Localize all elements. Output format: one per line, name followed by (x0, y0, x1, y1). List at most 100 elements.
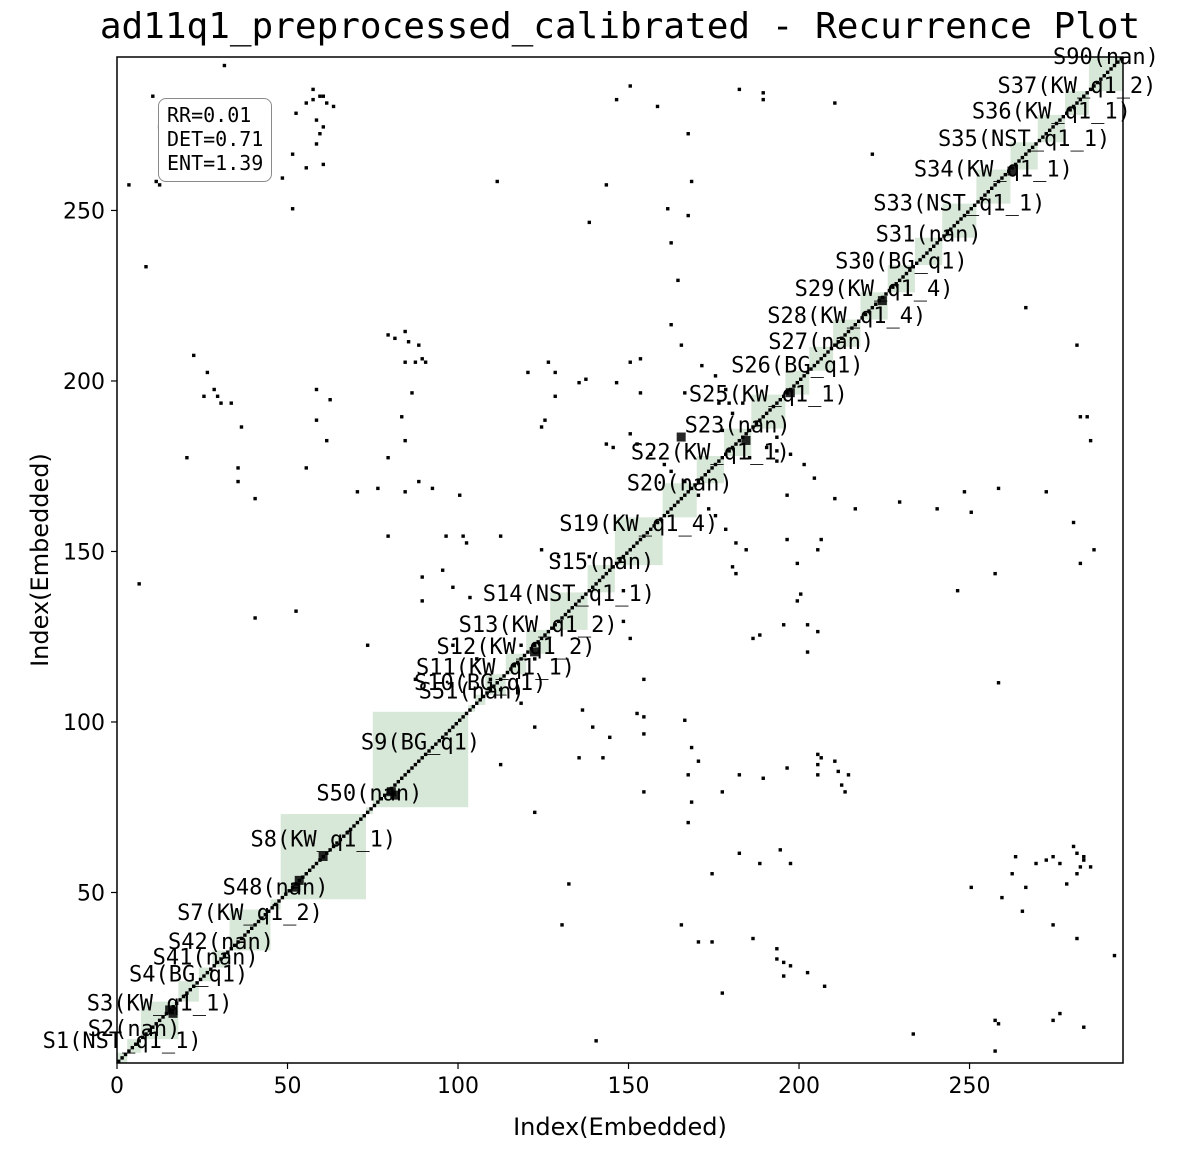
recurrence-block (168, 1008, 178, 1018)
recurrence-diagonal-point (560, 616, 564, 620)
recurrence-point (686, 132, 690, 136)
recurrence-point (993, 1049, 997, 1053)
recurrence-diagonal-point (556, 619, 561, 624)
recurrence-point (669, 322, 673, 327)
recurrence-point (584, 377, 588, 381)
recurrence-point (720, 428, 725, 433)
recurrence-point (621, 588, 626, 593)
recurrence-point (724, 527, 728, 532)
recurrence-diagonal-point (648, 527, 653, 532)
recurrence-diagonal-point (914, 261, 919, 266)
recurrence-point (331, 104, 336, 109)
recurrence-point (720, 790, 725, 794)
recurrence-diagonal-point (700, 476, 704, 480)
recurrence-point (601, 756, 605, 760)
recurrence-diagonal-point (260, 916, 264, 920)
recurrence-point (604, 183, 609, 187)
recurrence-point (451, 643, 455, 647)
recurrence-point (420, 575, 424, 579)
recurrence-diagonal-point (263, 912, 268, 917)
recurrence-diagonal-point (781, 394, 786, 399)
recurrence-diagonal-point (222, 953, 227, 958)
recurrence-point (403, 329, 407, 334)
recurrence-diagonal-point (843, 333, 847, 337)
recurrence-diagonal-point (485, 691, 489, 695)
recurrence-point (1071, 520, 1076, 525)
recurrence-diagonal-point (471, 704, 476, 709)
recurrence-point (833, 496, 837, 501)
recurrence-diagonal-point (1047, 128, 1052, 133)
recurrence-diagonal-point (693, 483, 697, 487)
recurrence-diagonal-point (120, 1056, 124, 1060)
recurrence-block (530, 647, 540, 657)
recurrence-point (638, 357, 643, 361)
recurrence-diagonal-point (1078, 97, 1083, 102)
recurrence-point (775, 957, 779, 961)
recurrence-diagonal-point (611, 565, 615, 569)
recurrence-diagonal-point (1003, 172, 1008, 177)
recurrence-diagonal-point (362, 814, 366, 818)
stat-rr: RR=0.01 (167, 103, 252, 127)
recurrence-point (853, 507, 858, 511)
recurrence-diagonal-point (689, 486, 694, 491)
recurrence-diagonal-point (198, 977, 203, 982)
recurrence-point (594, 1039, 598, 1043)
recurrence-diagonal-point (1068, 108, 1072, 112)
recurrence-diagonal-point (952, 224, 956, 228)
recurrence-diagonal-point (839, 336, 844, 341)
recurrence-diagonal-point (379, 797, 383, 801)
recurrence-diagonal-point (232, 943, 237, 948)
recurrence-point (1078, 415, 1083, 419)
recurrence-block (1007, 166, 1017, 176)
recurrence-diagonal-point (1054, 121, 1059, 126)
recurrence-point (655, 104, 660, 109)
recurrence-diagonal-point (277, 899, 281, 903)
recurrence-diagonal-point (863, 312, 868, 317)
recurrence-point (1075, 872, 1079, 876)
recurrence-diagonal-point (809, 367, 813, 371)
plot-area (117, 57, 1123, 1063)
recurrence-point (775, 947, 779, 951)
recurrence-point (706, 507, 711, 511)
recurrence-block (294, 875, 304, 885)
recurrence-diagonal-point (249, 926, 254, 931)
recurrence-diagonal-point (519, 657, 523, 661)
recurrence-diagonal-point (608, 568, 612, 572)
recurrence-diagonal-point (1119, 57, 1123, 61)
recurrence-diagonal-point (730, 445, 735, 450)
recurrence-diagonal-point (1027, 149, 1031, 153)
recurrence-point (737, 773, 742, 777)
recurrence-diagonal-point (427, 749, 431, 753)
recurrence-diagonal-point (1020, 155, 1025, 160)
recurrence-block (318, 851, 328, 861)
recurrence-point (795, 599, 800, 603)
recurrence-point (781, 974, 786, 978)
stat-det: DET=0.71 (167, 127, 264, 151)
recurrence-diagonal-point (614, 561, 619, 566)
segment-label: S13(KW_q1_2) (459, 613, 618, 638)
recurrence-point (151, 94, 155, 98)
recurrence-diagonal-point (966, 210, 970, 214)
recurrence-diagonal-point (833, 343, 837, 347)
x-tick-label: 200 (778, 1074, 820, 1099)
recurrence-diagonal-point (1051, 125, 1055, 129)
recurrence-diagonal-point (495, 681, 499, 685)
recurrence-diagonal-point (550, 626, 554, 630)
recurrence-diagonal-point (775, 401, 779, 405)
recurrence-diagonal-point (369, 807, 373, 811)
recurrence-point (962, 490, 967, 494)
recurrence-diagonal-point (710, 466, 714, 470)
recurrence-diagonal-point (983, 193, 987, 197)
recurrence-diagonal-point (1041, 135, 1045, 139)
recurrence-diagonal-point (127, 1049, 131, 1053)
recurrence-diagonal-point (1000, 176, 1004, 180)
recurrence-diagonal-point (897, 278, 902, 283)
recurrence-diagonal-point (205, 970, 210, 975)
recurrence-diagonal-point (979, 196, 984, 201)
recurrence-diagonal-point (659, 517, 663, 521)
recurrence-point (567, 882, 571, 886)
recurrence-diagonal-point (403, 773, 407, 777)
recurrence-diagonal-point (594, 582, 598, 586)
recurrence-diagonal-point (724, 452, 728, 456)
recurrence-point (710, 872, 714, 876)
